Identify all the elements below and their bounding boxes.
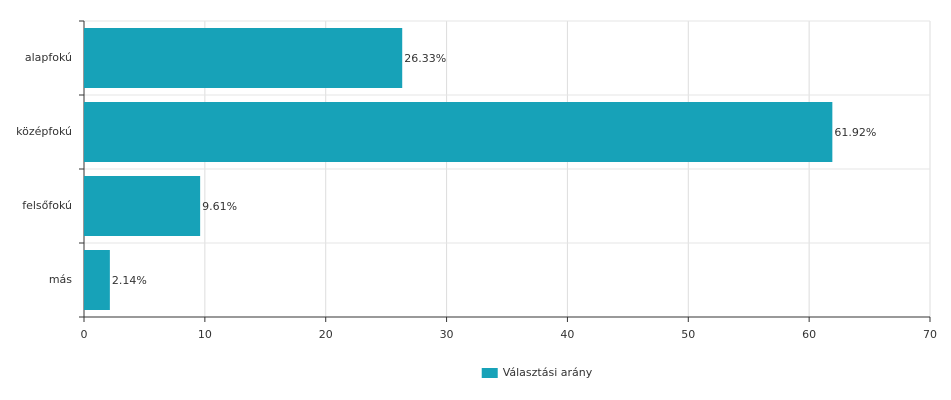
y-tick-label: más <box>49 273 72 286</box>
bar <box>84 176 201 236</box>
data-label: 26.33% <box>404 52 446 65</box>
data-label: 61.92% <box>834 126 876 139</box>
y-tick-label: középfokú <box>16 125 72 138</box>
y-tick-label: felsőfokú <box>22 199 72 212</box>
x-tick-label: 20 <box>319 328 333 341</box>
x-tick-label: 30 <box>440 328 454 341</box>
bar <box>84 28 403 88</box>
x-tick-label: 0 <box>81 328 88 341</box>
data-label: 2.14% <box>112 274 147 287</box>
bar <box>84 250 110 310</box>
data-label: 9.61% <box>202 200 237 213</box>
x-tick-label: 10 <box>198 328 212 341</box>
bar <box>84 102 833 162</box>
x-tick-label: 60 <box>802 328 816 341</box>
x-tick-label: 40 <box>560 328 574 341</box>
y-tick-label: alapfokú <box>25 51 72 64</box>
x-tick-label: 70 <box>923 328 937 341</box>
legend-swatch <box>481 368 498 378</box>
x-tick-label: 50 <box>681 328 695 341</box>
legend-label: Választási arány <box>503 366 593 379</box>
